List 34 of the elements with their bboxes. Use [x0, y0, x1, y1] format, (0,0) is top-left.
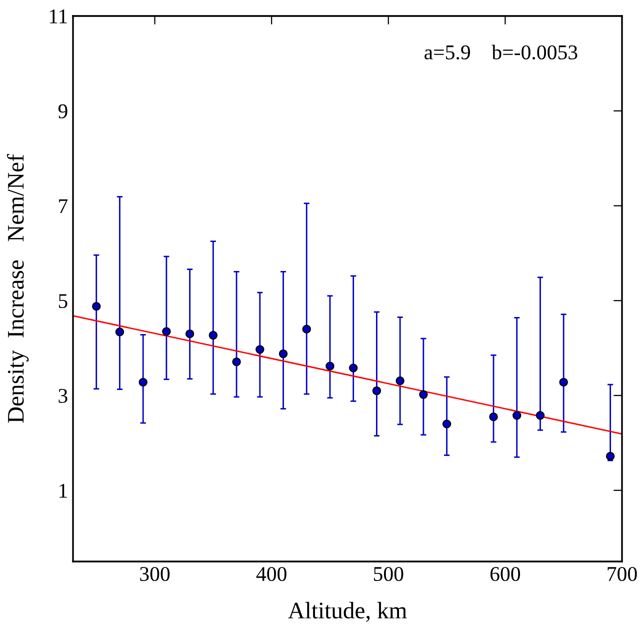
point — [162, 327, 171, 336]
y-tick-label: 3 — [58, 388, 68, 403]
point — [489, 412, 498, 422]
point — [442, 420, 452, 428]
point — [326, 362, 334, 370]
point — [372, 386, 382, 396]
x-tick-label: 700 — [608, 566, 637, 582]
point — [536, 411, 545, 420]
point — [396, 376, 404, 386]
point — [208, 330, 218, 340]
point — [92, 302, 101, 311]
point — [419, 390, 428, 399]
point — [278, 349, 288, 358]
point — [302, 324, 311, 334]
y-tick-label: 1 — [60, 484, 67, 498]
annotation: a=5.9 b=-0.0053 — [424, 44, 578, 60]
y-tick-label: 11 — [50, 9, 67, 24]
point — [138, 378, 148, 387]
y-tick-label: 9 — [58, 104, 68, 118]
x-tick-label: 500 — [374, 566, 404, 582]
y-axis-title: Density Increase Nem/Nef — [6, 154, 29, 423]
point — [256, 345, 264, 354]
x-axis-title: Altitude, km — [288, 602, 407, 622]
point — [232, 357, 241, 366]
x-tick-label: 600 — [490, 566, 520, 582]
point — [115, 328, 124, 336]
x-tick-label: 400 — [256, 566, 286, 582]
point — [348, 364, 358, 372]
y-tick-label: 5 — [58, 294, 68, 308]
x-tick-label: 300 — [140, 566, 170, 582]
point — [559, 378, 568, 387]
point — [512, 411, 522, 420]
point — [185, 329, 194, 338]
y-tick-label: 7 — [59, 199, 68, 213]
